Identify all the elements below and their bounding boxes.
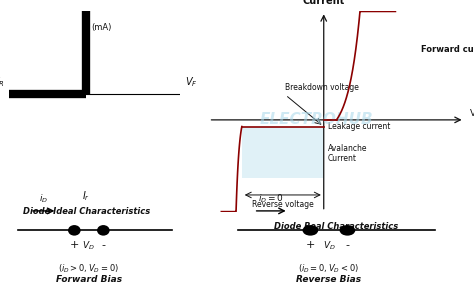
Circle shape — [69, 226, 80, 235]
Bar — [242, 126, 324, 178]
Circle shape — [98, 226, 109, 235]
Text: $V_R$: $V_R$ — [0, 76, 4, 90]
Text: -: - — [101, 240, 105, 250]
Text: Voltage: Voltage — [470, 109, 474, 118]
Text: Diode Ideal Characteristics: Diode Ideal Characteristics — [23, 207, 150, 216]
Text: Avalanche
Current: Avalanche Current — [328, 144, 367, 163]
Text: Leakage current: Leakage current — [328, 122, 390, 131]
Text: $V_F$: $V_F$ — [185, 76, 198, 90]
Text: (mA): (mA) — [91, 23, 112, 32]
Text: Diode Real Characteristics: Diode Real Characteristics — [274, 222, 399, 231]
Circle shape — [303, 226, 318, 235]
Text: Forward Bias: Forward Bias — [56, 275, 122, 284]
Text: Current: Current — [302, 0, 345, 6]
Text: $I_r$: $I_r$ — [82, 189, 90, 203]
Circle shape — [340, 226, 355, 235]
Text: $V_D$: $V_D$ — [82, 239, 95, 252]
Text: Breakdown voltage: Breakdown voltage — [285, 83, 359, 92]
Text: $V_D$: $V_D$ — [322, 239, 335, 252]
Text: $I_f$: $I_f$ — [81, 0, 89, 3]
Text: $i_D=0$: $i_D=0$ — [258, 193, 284, 205]
Text: Forward current: Forward current — [421, 45, 474, 54]
Text: ELECTROHUB: ELECTROHUB — [259, 112, 373, 127]
Text: -: - — [346, 240, 349, 250]
Text: +: + — [70, 240, 79, 250]
Text: $(i_D=0,V_D<0)$: $(i_D=0,V_D<0)$ — [299, 262, 359, 275]
Text: $(i_D>0,V_D=0)$: $(i_D>0,V_D=0)$ — [58, 262, 119, 275]
Text: Reverse Bias: Reverse Bias — [296, 275, 362, 284]
Text: Reverse voltage: Reverse voltage — [252, 200, 314, 209]
Text: $i_D$: $i_D$ — [39, 193, 48, 205]
Text: +: + — [306, 240, 315, 250]
